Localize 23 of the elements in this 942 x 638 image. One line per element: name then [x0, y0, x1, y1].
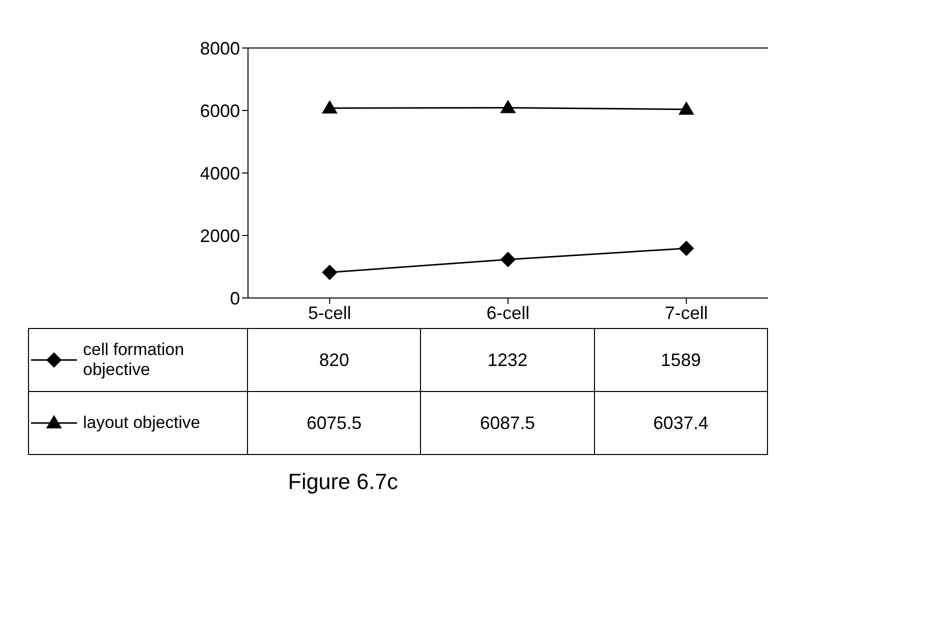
legend-label: layout objective: [83, 413, 200, 433]
data-label: 820: [248, 328, 421, 392]
y-tick-label: 6000: [200, 100, 240, 121]
point: [678, 102, 694, 115]
point: [322, 100, 338, 114]
data-label: 6075.5: [248, 392, 421, 454]
x-tick-label: 6-cell: [486, 302, 530, 323]
y-tick-label: 4000: [200, 163, 240, 184]
caption: Figure 6.7c: [288, 469, 400, 495]
x-tick-label: 5-cell: [308, 302, 352, 323]
legend-label: cell formation objective: [83, 340, 186, 380]
x-tick-label: 7-cell: [664, 302, 708, 323]
y-tick-label: 8000: [200, 38, 240, 58]
y-tick-label: 2000: [200, 226, 240, 246]
data-label: 6037.4: [594, 392, 768, 454]
data-label: 6087.5: [420, 392, 594, 454]
point: [500, 252, 516, 267]
data-label: 1589: [594, 328, 768, 392]
point: [322, 264, 338, 280]
point: [678, 240, 694, 256]
y-tick-label: 0: [230, 288, 240, 308]
data-label: 1232: [420, 328, 594, 392]
point: [500, 100, 516, 114]
